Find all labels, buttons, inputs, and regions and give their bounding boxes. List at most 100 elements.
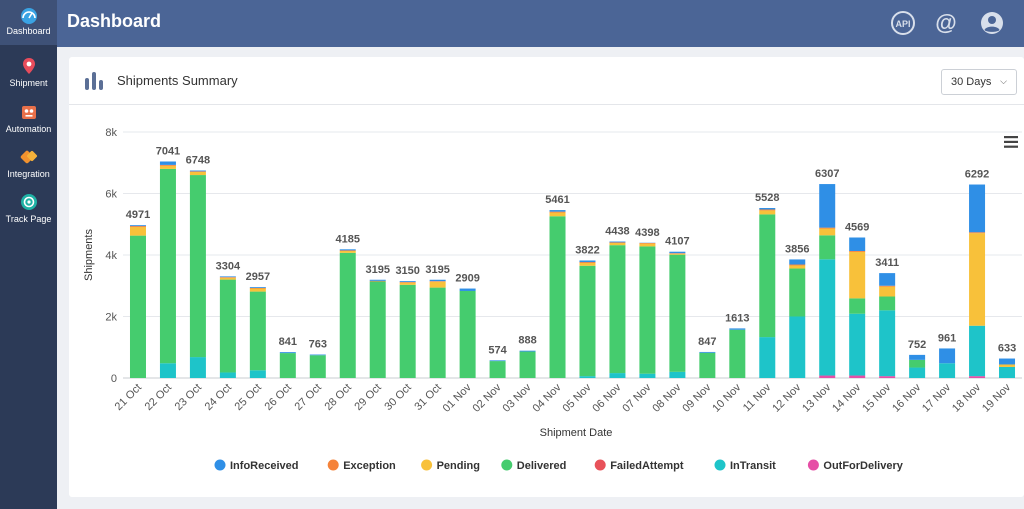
legend-marker — [594, 459, 606, 471]
at-icon[interactable]: @ — [933, 10, 959, 36]
chart-legend: InfoReceived Exception Pending Delivered Fai… — [214, 459, 904, 472]
chevron-down-icon: ⌵ — [1000, 76, 1007, 86]
bar-segment-intransit — [939, 363, 956, 378]
bar-segment-delivered — [129, 235, 146, 378]
bar-segment-intransit — [189, 357, 206, 378]
bar-segment-delivered — [699, 352, 716, 378]
bar-segment-exception — [399, 282, 416, 283]
bar-segment-delivered — [549, 216, 566, 378]
bar-total-label: 6748 — [186, 154, 210, 166]
x-tick-label: 12 Nov — [770, 381, 803, 414]
bar-segment-pending — [219, 277, 236, 280]
bar-segment-outfordelivery — [879, 376, 896, 378]
bar-segment-inforeceived — [399, 281, 416, 283]
y-tick-label: 0 — [111, 373, 117, 385]
sidebar-item-track-page[interactable]: Track Page — [0, 186, 57, 231]
bar-segment-delivered — [879, 296, 896, 311]
x-tick-label: 27 Oct — [293, 382, 324, 413]
bar-total-label: 633 — [998, 343, 1016, 355]
api-icon[interactable]: API — [890, 10, 916, 36]
hamburger-menu-icon[interactable] — [1004, 136, 1018, 148]
legend-marker — [807, 459, 819, 471]
legend-item[interactable]: FailedAttempt — [610, 460, 684, 472]
bar-total-label: 6307 — [815, 168, 839, 180]
target-icon — [20, 194, 37, 210]
bar-segment-inforeceived — [519, 350, 536, 352]
bar-segment-inforeceived — [849, 237, 866, 252]
x-tick-label: 03 Nov — [501, 381, 534, 414]
x-tick-label: 23 Oct — [173, 382, 204, 413]
bar-total-label: 5528 — [755, 192, 779, 204]
bar-segment-pending — [549, 212, 566, 217]
bar-segment-pending — [969, 233, 986, 326]
sidebar-item-integration[interactable]: Integration — [0, 141, 57, 186]
bar-segment-inforeceived — [939, 348, 956, 364]
bar-total-label: 4398 — [635, 227, 659, 239]
bar-total-labels: 4971 7041 6748 3304 2957 841 763 4185 3195 3150 31… — [126, 145, 1016, 356]
bar-total-label: 7041 — [156, 145, 180, 157]
bar-segment-pending — [129, 227, 146, 236]
bar-segment-inforeceived — [549, 210, 566, 212]
y-tick-label: 8k — [105, 127, 117, 139]
bar-total-label: 841 — [279, 336, 297, 348]
bar-total-label: 3856 — [785, 243, 809, 255]
bar-total-label: 3304 — [216, 260, 241, 272]
bar-segment-delivered — [159, 168, 176, 364]
bar-segment-intransit — [849, 313, 866, 376]
bar-segment-pending — [579, 262, 596, 266]
sidebar-item-label: Automation — [5, 124, 52, 134]
legend-item[interactable]: OutForDelivery — [823, 460, 903, 472]
bar-total-label: 574 — [488, 344, 507, 356]
y-axis-label: Shipments — [83, 229, 95, 281]
bar-segment-exception — [369, 280, 386, 282]
bar-total-label: 3195 — [365, 264, 389, 276]
bar-segment-delivered — [279, 353, 296, 378]
legend-item[interactable]: Exception — [343, 460, 396, 472]
user-icon[interactable] — [979, 10, 1005, 36]
x-tick-label: 02 Nov — [471, 381, 504, 414]
legend-marker — [501, 459, 513, 471]
sidebar-item-shipment[interactable]: Shipment — [0, 50, 57, 95]
sidebar-item-automation[interactable]: Automation — [0, 96, 57, 141]
bar-segment-pending — [249, 288, 266, 292]
legend-marker — [214, 459, 226, 471]
date-range-value: 30 Days — [951, 76, 992, 88]
date-range-select[interactable]: 30 Days ⌵ — [941, 69, 1017, 95]
x-tick-label: 09 Nov — [680, 381, 713, 414]
x-tick-label: 18 Nov — [950, 381, 983, 414]
bar-total-label: 3195 — [425, 264, 449, 276]
legend-item[interactable]: InfoReceived — [230, 460, 298, 472]
legend-item[interactable]: Delivered — [517, 460, 567, 472]
sidebar-item-label: Integration — [7, 169, 50, 179]
bar-segment-exception — [609, 242, 626, 244]
x-tick-label: 13 Nov — [800, 381, 833, 414]
sidebar-item-dashboard[interactable]: Dashboard — [0, 0, 57, 45]
bar-segment-pending — [159, 165, 176, 169]
bar-total-label: 3150 — [395, 265, 419, 277]
x-tick-label: 21 Oct — [113, 382, 144, 413]
bar-segment-inforeceived — [609, 241, 626, 243]
y-tick-label: 2k — [105, 312, 117, 324]
bar-total-label: 2957 — [246, 271, 270, 283]
bar-segment-intransit — [909, 367, 926, 378]
chart-bars — [129, 161, 1016, 378]
bar-segment-delivered — [459, 290, 476, 378]
legend-item[interactable]: Pending — [437, 460, 480, 472]
bar-segment-inforeceived — [339, 249, 356, 251]
bar-segment-inforeceived — [489, 360, 506, 362]
bar-segment-delivered — [369, 281, 386, 378]
bar-segment-pending — [849, 251, 866, 299]
x-tick-label: 07 Nov — [620, 381, 653, 414]
bar-segment-exception — [969, 232, 986, 234]
bar-segment-exception — [639, 243, 656, 244]
bar-segment-delivered — [249, 291, 266, 371]
bar-segment-inforeceived — [369, 279, 386, 281]
legend-item[interactable]: InTransit — [730, 460, 776, 472]
bar-total-label: 1613 — [725, 312, 749, 324]
bar-total-label: 763 — [309, 339, 327, 351]
bar-segment-inforeceived — [189, 170, 206, 172]
x-tick-label: 15 Nov — [860, 381, 893, 414]
sidebar: Dashboard Shipment Automation Integratio… — [0, 0, 57, 509]
bar-segment-outfordelivery — [849, 375, 866, 378]
